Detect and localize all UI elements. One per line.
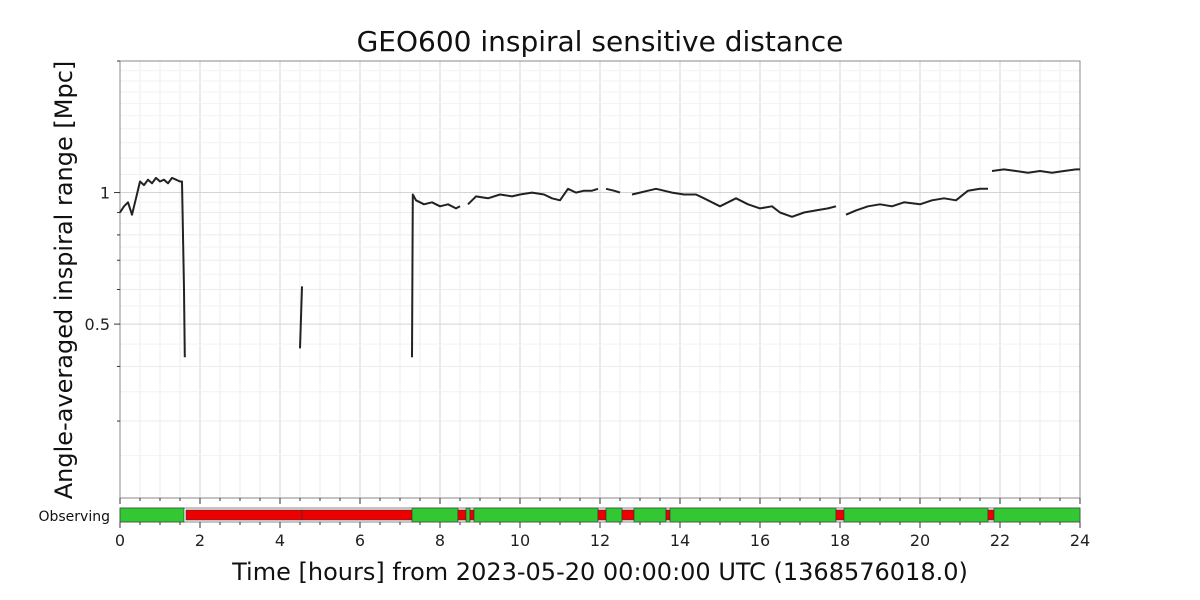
segment-not-observing bbox=[457, 509, 467, 521]
x-tick-label: 2 bbox=[195, 531, 205, 550]
series-line-segment bbox=[991, 168, 1080, 174]
segment-observing bbox=[119, 507, 185, 523]
main-grid bbox=[120, 61, 1080, 498]
segment-observing bbox=[993, 507, 1081, 523]
series-line-segment bbox=[845, 187, 988, 216]
x-tick-label: 0 bbox=[115, 531, 125, 550]
series-line-segment bbox=[605, 187, 621, 194]
x-axis-ticks: 0 2 4 6 8 10 12 14 16 18 20 22 24 bbox=[115, 498, 1090, 550]
y-tick-label: 1 bbox=[100, 184, 110, 203]
segment-not-observing bbox=[987, 509, 995, 521]
segment-not-observing bbox=[621, 509, 635, 521]
x-tick-label: 22 bbox=[990, 531, 1010, 550]
series-line-segment bbox=[119, 176, 186, 358]
chart-title: GEO600 inspiral sensitive distance bbox=[357, 25, 844, 58]
segment-not-observing bbox=[597, 509, 607, 521]
x-tick-label: 8 bbox=[435, 531, 445, 550]
segment-observing bbox=[605, 507, 623, 523]
x-axis-label: Time [hours] from 2023-05-20 00:00:00 UT… bbox=[231, 558, 968, 586]
segment-observing bbox=[669, 507, 837, 523]
x-tick-label: 4 bbox=[275, 531, 285, 550]
segment-not-observing bbox=[185, 509, 303, 521]
series-line-segment bbox=[467, 187, 599, 206]
series-line-segment bbox=[411, 193, 461, 358]
segment-observing bbox=[465, 507, 471, 523]
y-axis-label: Angle-averaged inspiral range [Mpc] bbox=[50, 61, 78, 500]
x-tick-label: 18 bbox=[830, 531, 850, 550]
x-tick-label: 14 bbox=[670, 531, 690, 550]
x-tick-label: 10 bbox=[510, 531, 530, 550]
segment-observing bbox=[411, 507, 459, 523]
x-tick-label: 12 bbox=[590, 531, 610, 550]
segment-bar-label: Observing bbox=[38, 509, 110, 525]
series-line-segment bbox=[631, 187, 837, 218]
segment-observing bbox=[633, 507, 667, 523]
segment-not-observing bbox=[835, 509, 845, 521]
x-tick-label: 6 bbox=[355, 531, 365, 550]
series-layer bbox=[119, 168, 1080, 358]
segment-not-observing bbox=[301, 509, 413, 521]
segment-not-observing bbox=[665, 509, 671, 521]
x-tick-label: 24 bbox=[1070, 531, 1090, 550]
series-line-segment bbox=[299, 286, 303, 349]
x-tick-label: 20 bbox=[910, 531, 930, 550]
y-axis-ticks: 0.51 bbox=[85, 60, 120, 422]
segment-observing bbox=[843, 507, 989, 523]
segment-bar bbox=[119, 507, 1081, 523]
segment-not-observing bbox=[469, 509, 475, 521]
y-tick-label: 0.5 bbox=[85, 315, 110, 334]
segment-observing bbox=[473, 507, 599, 523]
x-tick-label: 16 bbox=[750, 531, 770, 550]
